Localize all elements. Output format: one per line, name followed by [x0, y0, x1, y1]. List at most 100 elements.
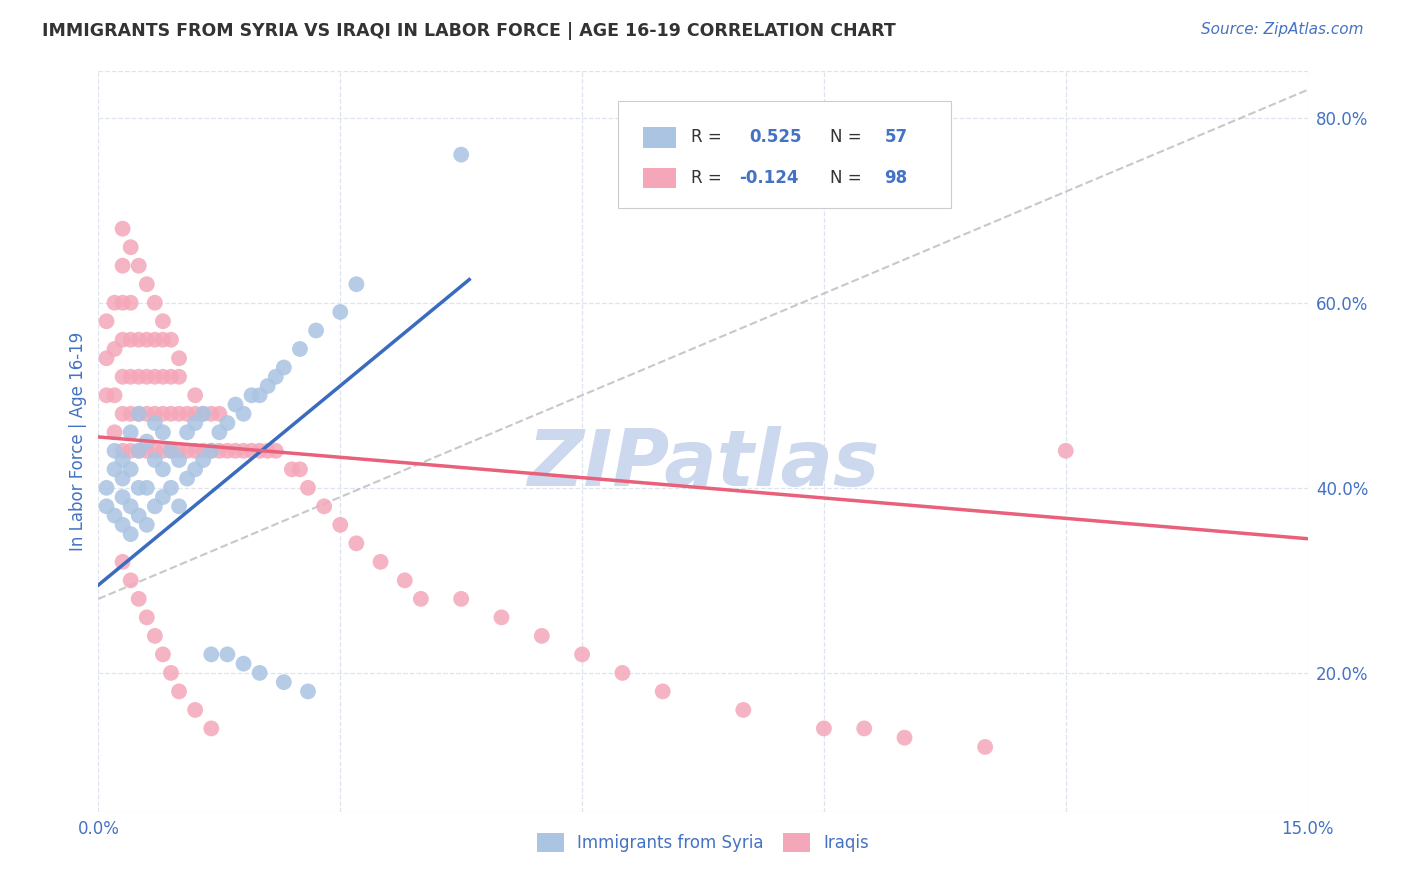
Text: N =: N =	[830, 128, 868, 146]
Point	[143, 369, 166, 384]
Point	[224, 443, 246, 458]
Point	[111, 221, 134, 235]
Point	[184, 407, 207, 421]
Point	[200, 443, 222, 458]
Point	[143, 416, 166, 430]
Point	[120, 443, 142, 458]
Point	[224, 398, 246, 412]
Point	[184, 462, 207, 476]
Point	[120, 369, 142, 384]
Point	[143, 629, 166, 643]
Point	[103, 508, 125, 523]
Point	[288, 462, 311, 476]
Point	[200, 648, 222, 662]
Point	[111, 407, 134, 421]
Point	[297, 481, 319, 495]
Point	[160, 443, 183, 458]
Point	[160, 333, 183, 347]
Point	[96, 481, 118, 495]
Text: N =: N =	[830, 169, 868, 187]
Point	[733, 703, 755, 717]
Point	[232, 657, 254, 671]
Point	[120, 333, 142, 347]
Point	[314, 500, 336, 514]
Point	[120, 407, 142, 421]
Point	[193, 453, 215, 467]
Point	[217, 416, 239, 430]
Point	[208, 443, 231, 458]
Point	[232, 443, 254, 458]
Point	[120, 462, 142, 476]
Point	[152, 314, 174, 328]
Point	[160, 665, 183, 680]
Point	[409, 591, 432, 606]
Point	[450, 147, 472, 161]
Point	[135, 610, 157, 624]
Point	[103, 425, 125, 440]
Point	[571, 648, 593, 662]
Point	[1054, 443, 1077, 458]
Point	[273, 360, 295, 375]
Point	[249, 443, 271, 458]
Point	[167, 453, 190, 467]
Point	[853, 722, 876, 736]
Text: IMMIGRANTS FROM SYRIA VS IRAQI IN LABOR FORCE | AGE 16-19 CORRELATION CHART: IMMIGRANTS FROM SYRIA VS IRAQI IN LABOR …	[42, 22, 896, 40]
Text: R =: R =	[690, 169, 727, 187]
Point	[152, 443, 174, 458]
Point	[297, 684, 319, 698]
Point	[193, 407, 215, 421]
Point	[273, 675, 295, 690]
Point	[103, 443, 125, 458]
Point	[152, 407, 174, 421]
Point	[288, 342, 311, 356]
Point	[128, 259, 150, 273]
Point	[120, 500, 142, 514]
Point	[160, 369, 183, 384]
Point	[128, 591, 150, 606]
Point	[264, 369, 287, 384]
Point	[974, 739, 997, 754]
Point	[152, 425, 174, 440]
Point	[281, 462, 304, 476]
Point	[651, 684, 673, 698]
Y-axis label: In Labor Force | Age 16-19: In Labor Force | Age 16-19	[69, 332, 87, 551]
Point	[249, 388, 271, 402]
Point	[128, 369, 150, 384]
Point	[193, 407, 215, 421]
Point	[128, 443, 150, 458]
Point	[128, 508, 150, 523]
Text: 98: 98	[884, 169, 907, 187]
Legend: Immigrants from Syria, Iraqis: Immigrants from Syria, Iraqis	[530, 826, 876, 859]
Point	[128, 407, 150, 421]
Point	[143, 407, 166, 421]
Point	[143, 443, 166, 458]
Point	[176, 407, 198, 421]
Point	[111, 333, 134, 347]
FancyBboxPatch shape	[643, 168, 676, 188]
Point	[160, 407, 183, 421]
Point	[128, 333, 150, 347]
Point	[143, 333, 166, 347]
Point	[232, 407, 254, 421]
Point	[135, 333, 157, 347]
Point	[152, 369, 174, 384]
Point	[184, 388, 207, 402]
Point	[120, 527, 142, 541]
Point	[813, 722, 835, 736]
Point	[111, 295, 134, 310]
Point	[143, 500, 166, 514]
Point	[143, 295, 166, 310]
Point	[167, 351, 190, 366]
Point	[103, 342, 125, 356]
Point	[208, 425, 231, 440]
Point	[329, 305, 352, 319]
Point	[394, 574, 416, 588]
Point	[370, 555, 392, 569]
Point	[344, 536, 367, 550]
Point	[249, 665, 271, 680]
Point	[160, 481, 183, 495]
Point	[135, 434, 157, 449]
Point	[111, 471, 134, 485]
Point	[135, 443, 157, 458]
Text: 0.525: 0.525	[749, 128, 801, 146]
